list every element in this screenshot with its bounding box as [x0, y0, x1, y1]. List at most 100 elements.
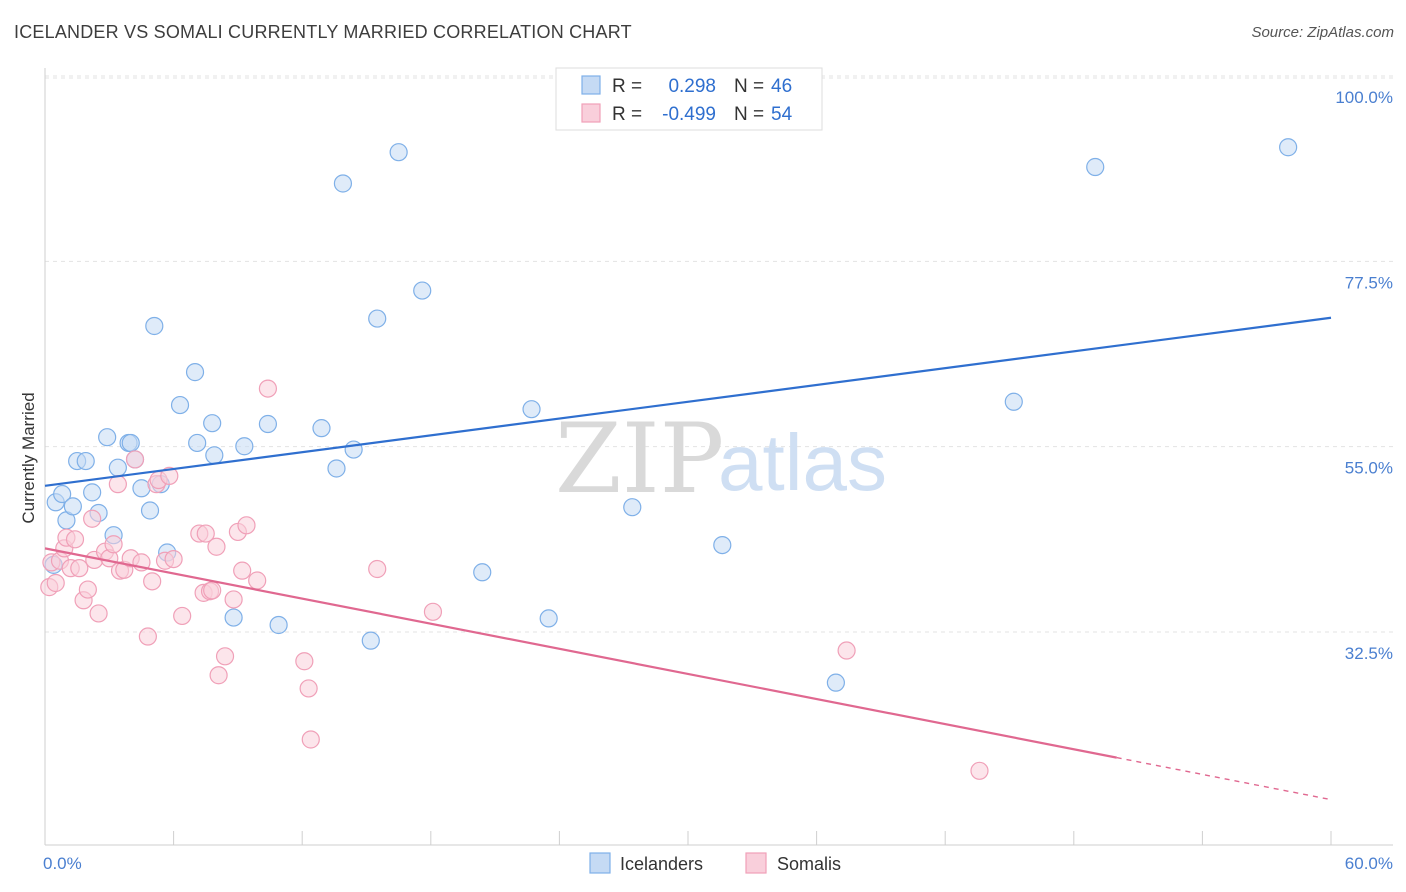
- scatter-point: [423, 602, 443, 621]
- y-tick-label: 55.0%: [1345, 459, 1393, 478]
- stats-r-value-somalis: -0.499: [662, 104, 716, 125]
- scatter-point: [368, 559, 387, 579]
- scatter-point: [361, 631, 380, 650]
- scatter-point: [295, 652, 314, 671]
- scatter-point: [713, 535, 732, 555]
- scatter-point: [233, 561, 252, 580]
- scatter-point: [205, 446, 224, 465]
- scatter-point: [368, 309, 387, 328]
- scatter-point: [473, 563, 492, 582]
- chart-title: ICELANDER VS SOMALI CURRENTLY MARRIED CO…: [14, 22, 632, 42]
- scatter-point: [65, 530, 85, 549]
- scatter-point: [269, 615, 288, 635]
- stats-r-label-icelanders: R =: [612, 76, 642, 97]
- scatter-point: [104, 535, 123, 554]
- scatter-point: [145, 316, 164, 336]
- scatter-point: [299, 679, 318, 698]
- scatter-point: [132, 479, 151, 498]
- scatter-point: [1086, 157, 1105, 177]
- scatter-point: [98, 428, 117, 447]
- series-somalis: [40, 379, 989, 780]
- scatter-point: [76, 451, 95, 471]
- stats-swatch-icelanders: [581, 75, 601, 95]
- legend: Icelanders Somalis: [589, 852, 841, 874]
- scatter-point: [140, 501, 160, 520]
- scatter-point: [837, 641, 856, 660]
- scatter-point: [203, 414, 222, 433]
- axis-layer: 32.5% 55.0% 77.5% 100.0%: [44, 68, 1393, 846]
- scatter-point: [1279, 138, 1298, 157]
- scatter-point: [108, 458, 127, 477]
- scatter-point: [125, 450, 145, 469]
- scatter-point: [237, 516, 256, 535]
- stats-swatch-somalis: [581, 103, 601, 123]
- points-layer: [40, 138, 1298, 780]
- scatter-point: [203, 581, 222, 600]
- scatter-point: [53, 484, 72, 504]
- trend-line-somalis: [44, 547, 1117, 759]
- y-tick-label: 77.5%: [1345, 273, 1393, 292]
- scatter-point: [160, 466, 179, 486]
- scatter-point: [1004, 392, 1023, 411]
- scatter-point: [46, 573, 65, 593]
- stats-r-value-icelanders: 0.298: [668, 76, 716, 97]
- scatter-point: [78, 580, 97, 599]
- scatter-point: [215, 647, 235, 666]
- stats-n-value-icelanders: 46: [771, 76, 792, 97]
- trend-layer: [44, 316, 1332, 801]
- scatter-point: [248, 571, 267, 590]
- scatter-point: [970, 761, 989, 780]
- scatter-point: [185, 363, 205, 382]
- stats-n-label-somalis: N =: [734, 104, 764, 125]
- scatter-point: [522, 400, 541, 419]
- stats-box: R = 0.298 N = 46 R = -0.499 N = 54: [555, 67, 823, 131]
- scatter-point: [83, 483, 102, 502]
- scatter-point: [333, 174, 353, 193]
- scatter-point: [188, 433, 207, 453]
- scatter-point: [235, 437, 254, 456]
- scatter-point: [108, 475, 127, 494]
- legend-label-icelanders: Icelanders: [620, 854, 703, 874]
- scatter-point: [327, 459, 346, 478]
- trend-line-extension-somalis: [1116, 756, 1332, 801]
- scatter-point: [170, 395, 190, 415]
- chart-source: Source: ZipAtlas.com: [1251, 24, 1394, 41]
- y-tick-label: 32.5%: [1345, 644, 1393, 663]
- watermark-zip: ZIP: [555, 403, 724, 515]
- scatter-point: [164, 549, 183, 569]
- scatter-point: [258, 379, 278, 398]
- legend-swatch-somalis: [745, 852, 767, 874]
- x-tick-label-max: 60.0%: [1345, 854, 1393, 873]
- scatter-point: [623, 498, 642, 517]
- scatter-point: [413, 281, 432, 300]
- series-icelanders: [44, 138, 1298, 692]
- legend-label-somalis: Somalis: [777, 854, 841, 874]
- x-tick-label-min: 0.0%: [43, 854, 82, 873]
- stats-r-label-somalis: R =: [612, 104, 642, 125]
- scatter-point: [89, 604, 108, 623]
- scatter-point: [70, 559, 89, 578]
- y-tick-label: 100.0%: [1335, 88, 1393, 107]
- stats-n-value-somalis: 54: [771, 104, 793, 125]
- legend-swatch-icelanders: [589, 852, 611, 874]
- scatter-point: [826, 673, 845, 692]
- y-axis-title: Currently Married: [19, 392, 38, 523]
- trend-line-icelanders: [44, 316, 1332, 487]
- scatter-point: [63, 497, 82, 516]
- stats-n-label-icelanders: N =: [734, 76, 764, 97]
- scatter-point: [312, 419, 331, 438]
- scatter-point: [173, 606, 192, 626]
- scatter-point: [224, 608, 243, 627]
- scatter-point: [301, 730, 320, 749]
- scatter-point: [539, 609, 558, 628]
- scatter-point: [207, 537, 226, 556]
- scatter-point: [389, 143, 408, 162]
- scatter-point: [196, 524, 215, 543]
- scatter-point: [224, 590, 243, 609]
- scatter-point: [83, 509, 102, 528]
- scatter-point: [258, 414, 278, 434]
- watermark: ZIP atlas: [555, 403, 887, 515]
- scatter-point: [143, 572, 162, 591]
- watermark-atlas: atlas: [718, 418, 887, 507]
